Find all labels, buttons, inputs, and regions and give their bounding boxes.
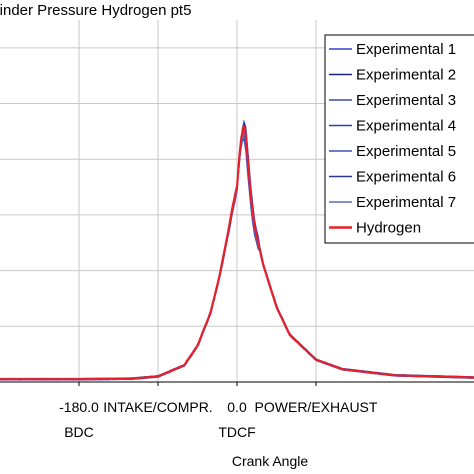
series-line-hydrogen — [0, 125, 474, 381]
series-lines — [0, 119, 474, 381]
axes — [0, 381, 474, 386]
x-tick-labels: -180.0 BDC INTAKE/COMPR. 0.0 TDCFPOWER/EXHAU… — [59, 399, 378, 440]
legend-box — [324, 34, 474, 244]
legend-label-experimental-3: Experimental 3 — [356, 92, 456, 109]
x-tick-label-2: 0.0 — [227, 399, 247, 415]
x-tick-label-1: INTAKE/COMPR. — [103, 399, 212, 415]
legend-label-experimental-1: Experimental 1 — [356, 41, 456, 58]
grid — [0, 20, 474, 382]
x-axis-label: Crank Angle — [232, 453, 308, 469]
legend-label-experimental-2: Experimental 2 — [356, 67, 456, 84]
x-tick-sublabel-0: BDC — [64, 424, 94, 440]
x-tick-label-3: POWER/EXHAUST — [255, 399, 378, 415]
legend-label-experimental-6: Experimental 6 — [356, 169, 456, 186]
chart-title: Cylinder Pressure Hydrogen pt5 — [0, 2, 191, 19]
x-tick-label-0: -180.0 — [59, 399, 99, 415]
legend-label-experimental-7: Experimental 7 — [356, 194, 456, 211]
legend-label-experimental-5: Experimental 5 — [356, 143, 456, 160]
x-tick-sublabel-2: TDCF — [218, 424, 255, 440]
legend: Experimental 1 Experimental 2 Experimental… — [324, 34, 474, 244]
legend-label-hydrogen: Hydrogen — [356, 220, 421, 237]
legend-label-experimental-4: Experimental 4 — [356, 118, 456, 135]
